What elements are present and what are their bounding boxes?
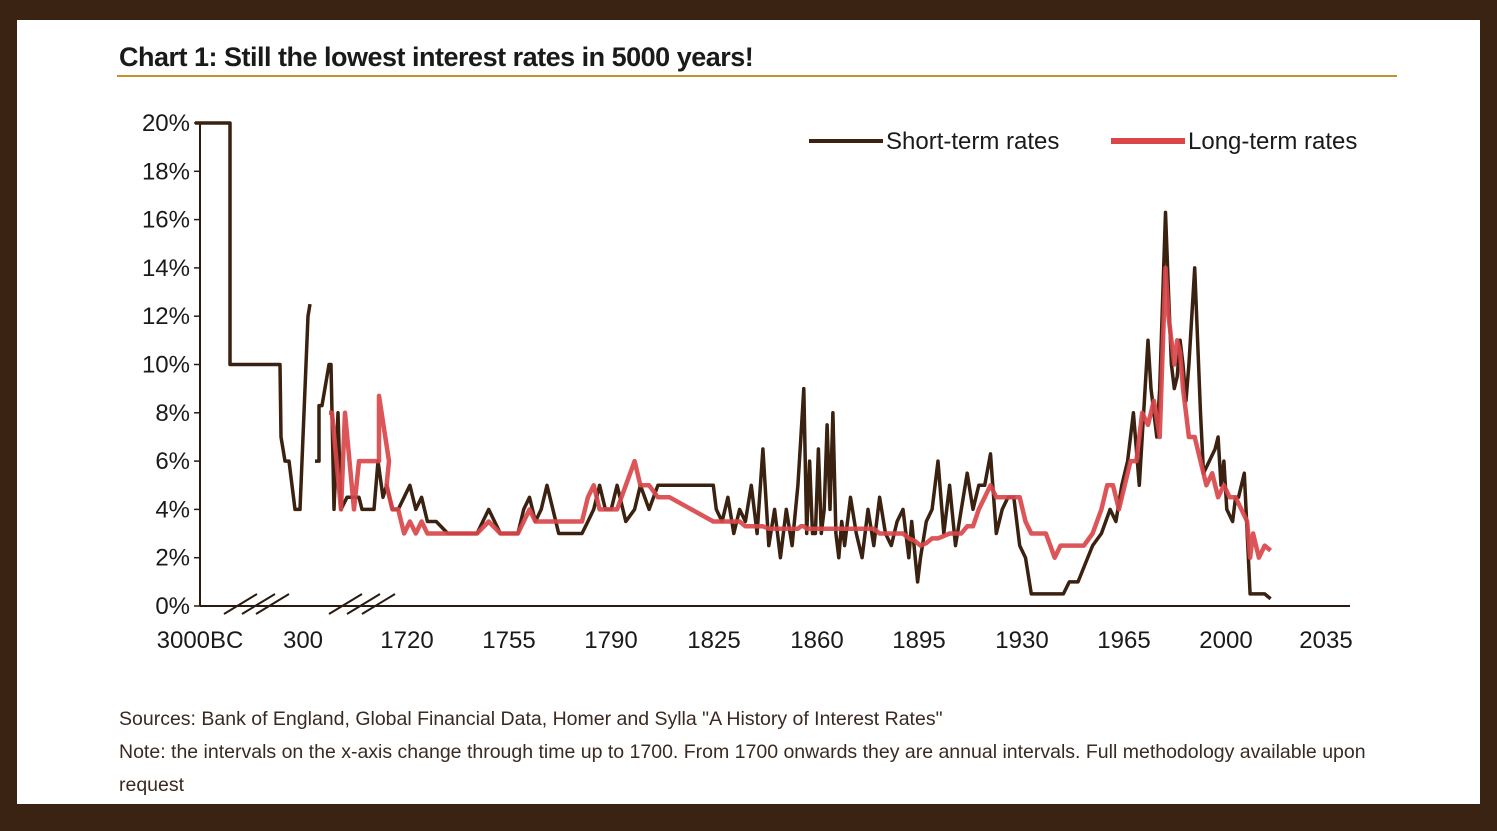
y-axis: 0% 2% 4% 6% 8% 10% 12% 14% 16% 18% 20%	[142, 110, 201, 620]
chart-title: Chart 1: Still the lowest interest rates…	[119, 42, 754, 72]
axis-break-mark	[328, 593, 363, 615]
axis-break-mark	[223, 593, 258, 615]
y-tick-label: 0%	[155, 593, 190, 620]
axis-breaks	[223, 593, 396, 615]
chart-plot: 0% 2% 4% 6% 8% 10% 12% 14% 16% 18% 20% 3000BC 300 17…	[142, 110, 1357, 654]
sources-text: Sources: Bank of England, Global Financi…	[119, 708, 943, 730]
x-tick-label: 2000	[1199, 627, 1252, 654]
axis-break-mark	[346, 593, 381, 615]
x-axis: 3000BC 300 1720 1755 1790 1825 1860 1895 1930 196…	[157, 605, 1353, 654]
x-tick-label: 1790	[584, 627, 637, 654]
y-tick-label: 2%	[155, 545, 190, 572]
short-term-series-line	[315, 210, 1272, 601]
y-tick-label: 14%	[142, 255, 190, 282]
x-tick-label: 1825	[687, 627, 740, 654]
x-tick-label: 1965	[1097, 627, 1150, 654]
y-tick-label: 12%	[142, 303, 190, 330]
x-tick-label: 1930	[995, 627, 1048, 654]
x-tick-label: 1755	[482, 627, 535, 654]
legend: Short-term rates Long-term rates	[809, 128, 1357, 155]
short-term-series-line	[195, 121, 312, 512]
long-term-series-line	[329, 265, 1273, 560]
x-tick-label: 1720	[380, 627, 433, 654]
axis-break-mark	[241, 593, 276, 615]
axis-break-mark	[361, 593, 396, 615]
legend-label-short-term: Short-term rates	[886, 128, 1059, 155]
x-tick-label: 2035	[1299, 627, 1352, 654]
y-tick-label: 10%	[142, 352, 190, 379]
y-tick-label: 4%	[155, 496, 190, 523]
chart-frame: Chart 1: Still the lowest interest rates…	[17, 20, 1480, 804]
x-tick-label: 1895	[892, 627, 945, 654]
series-lines	[195, 121, 1273, 601]
y-tick-label: 20%	[142, 110, 190, 137]
legend-label-long-term: Long-term rates	[1188, 128, 1357, 155]
x-tick-label: 1860	[790, 627, 843, 654]
y-tick-label: 18%	[142, 158, 190, 185]
axis-break-mark	[255, 593, 290, 615]
y-tick-label: 8%	[155, 400, 190, 427]
x-tick-label: 3000BC	[157, 627, 244, 654]
x-tick-label: 300	[283, 627, 323, 654]
y-tick-label: 6%	[155, 448, 190, 475]
y-tick-label: 16%	[142, 207, 190, 234]
note-text: Note: the intervals on the x-axis change…	[119, 741, 1366, 796]
title-rule	[117, 75, 1397, 77]
